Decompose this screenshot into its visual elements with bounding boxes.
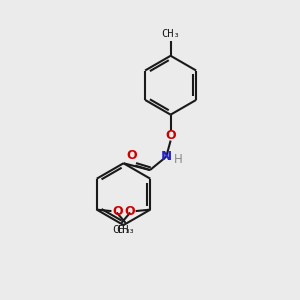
Text: O: O <box>124 205 135 218</box>
Text: H: H <box>174 153 183 166</box>
Text: CH₃: CH₃ <box>116 225 135 235</box>
Text: CH₃: CH₃ <box>161 29 180 39</box>
Text: O: O <box>126 149 137 162</box>
Text: CH₃: CH₃ <box>112 225 131 235</box>
Text: N: N <box>160 150 172 163</box>
Text: O: O <box>112 205 123 218</box>
Text: O: O <box>165 129 176 142</box>
